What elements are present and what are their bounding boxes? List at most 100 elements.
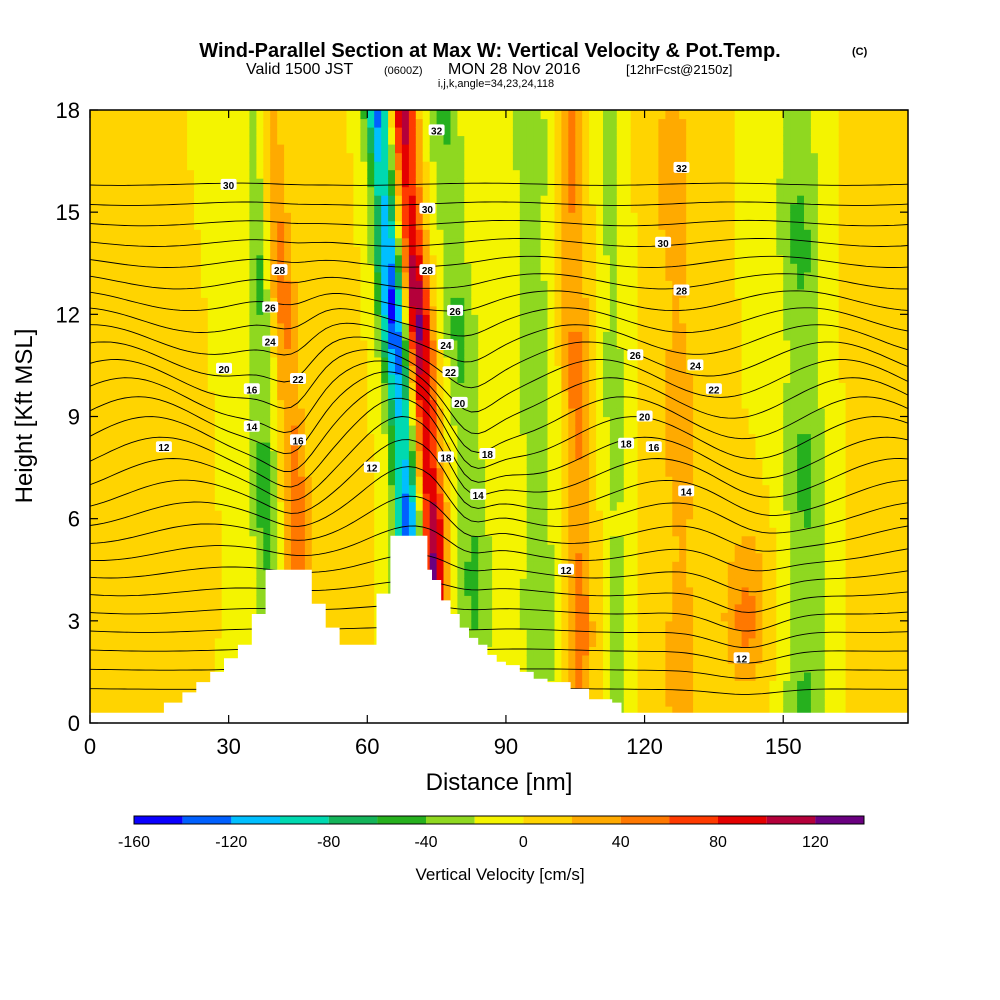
velocity-cell	[277, 373, 285, 383]
velocity-cell	[512, 263, 521, 273]
velocity-cell	[180, 152, 188, 162]
velocity-cell	[561, 493, 569, 503]
velocity-cell	[429, 399, 438, 409]
velocity-cell	[221, 161, 230, 171]
velocity-cell	[138, 356, 146, 366]
velocity-cell	[194, 629, 202, 639]
velocity-cell	[353, 186, 361, 196]
velocity-cell	[304, 408, 313, 418]
velocity-cell	[263, 373, 271, 383]
velocity-cell	[485, 356, 493, 366]
velocity-cell	[103, 382, 112, 392]
velocity-cell	[166, 654, 174, 664]
velocity-cell	[311, 450, 320, 460]
velocity-cell	[554, 237, 562, 247]
velocity-cell	[263, 178, 271, 188]
velocity-cell	[360, 595, 368, 605]
velocity-cell	[124, 706, 133, 716]
velocity-cell	[235, 586, 244, 596]
velocity-cell	[228, 220, 237, 230]
velocity-cell	[173, 501, 181, 511]
velocity-cell	[298, 288, 306, 298]
velocity-cell	[450, 569, 458, 579]
velocity-cell	[180, 629, 188, 639]
velocity-cell	[408, 416, 417, 426]
velocity-cell	[207, 356, 216, 366]
velocity-cell	[200, 663, 209, 673]
velocity-cell	[547, 203, 555, 213]
velocity-cell	[256, 212, 264, 222]
velocity-cell	[277, 144, 285, 154]
velocity-cell	[131, 152, 140, 162]
velocity-cell	[436, 527, 445, 537]
velocity-cell	[547, 425, 555, 435]
velocity-cell	[214, 254, 223, 264]
velocity-cell	[166, 612, 174, 622]
velocity-cell	[228, 552, 237, 562]
velocity-cell	[408, 195, 417, 205]
velocity-cell	[207, 408, 216, 418]
velocity-cell	[561, 646, 569, 656]
velocity-cell	[450, 322, 458, 332]
velocity-cell	[221, 603, 230, 613]
velocity-cell	[408, 254, 417, 264]
velocity-cell	[422, 178, 431, 188]
velocity-cell	[214, 203, 223, 213]
velocity-cell	[457, 195, 465, 205]
velocity-cell	[381, 348, 389, 358]
velocity-cell	[159, 110, 167, 120]
velocity-cell	[207, 510, 216, 520]
velocity-cell	[401, 356, 410, 366]
velocity-cell	[180, 118, 188, 128]
velocity-cell	[568, 586, 576, 596]
velocity-cell	[353, 552, 361, 562]
velocity-cell	[110, 706, 119, 716]
velocity-cell	[263, 399, 271, 409]
velocity-cell	[540, 135, 549, 145]
velocity-cell	[194, 229, 202, 239]
velocity-cell	[395, 476, 403, 486]
velocity-cell	[512, 501, 521, 511]
velocity-cell	[96, 586, 105, 596]
velocity-cell	[263, 408, 271, 418]
velocity-cell	[464, 127, 472, 137]
velocity-cell	[401, 195, 410, 205]
velocity-cell	[388, 288, 396, 298]
velocity-cell	[499, 442, 507, 452]
velocity-cell	[429, 365, 438, 375]
velocity-cell	[381, 552, 389, 562]
velocity-cell	[96, 408, 105, 418]
velocity-cell	[325, 484, 334, 494]
velocity-cell	[374, 322, 382, 332]
velocity-cell	[145, 467, 153, 477]
velocity-cell	[478, 263, 486, 273]
velocity-cell	[221, 433, 230, 443]
velocity-cell	[505, 254, 514, 264]
velocity-cell	[325, 527, 334, 537]
velocity-cell	[367, 620, 375, 630]
velocity-cell	[221, 637, 230, 647]
velocity-cell	[450, 476, 458, 486]
velocity-cell	[464, 254, 472, 264]
velocity-cell	[325, 127, 334, 137]
velocity-cell	[422, 501, 431, 511]
velocity-cell	[221, 382, 230, 392]
velocity-cell	[103, 118, 112, 128]
velocity-cell	[311, 322, 320, 332]
velocity-cell	[512, 484, 521, 494]
velocity-cell	[110, 365, 119, 375]
velocity-cell	[547, 450, 555, 460]
velocity-cell	[429, 569, 438, 579]
velocity-cell	[235, 552, 244, 562]
velocity-cell	[492, 578, 500, 588]
velocity-cell	[228, 373, 237, 383]
velocity-cell	[242, 493, 250, 503]
velocity-cell	[166, 399, 174, 409]
velocity-cell	[228, 110, 237, 120]
velocity-cell	[103, 322, 112, 332]
velocity-cell	[270, 467, 278, 477]
velocity-cell	[547, 595, 555, 605]
velocity-cell	[492, 305, 500, 315]
velocity-cell	[499, 305, 507, 315]
velocity-cell	[429, 535, 438, 545]
